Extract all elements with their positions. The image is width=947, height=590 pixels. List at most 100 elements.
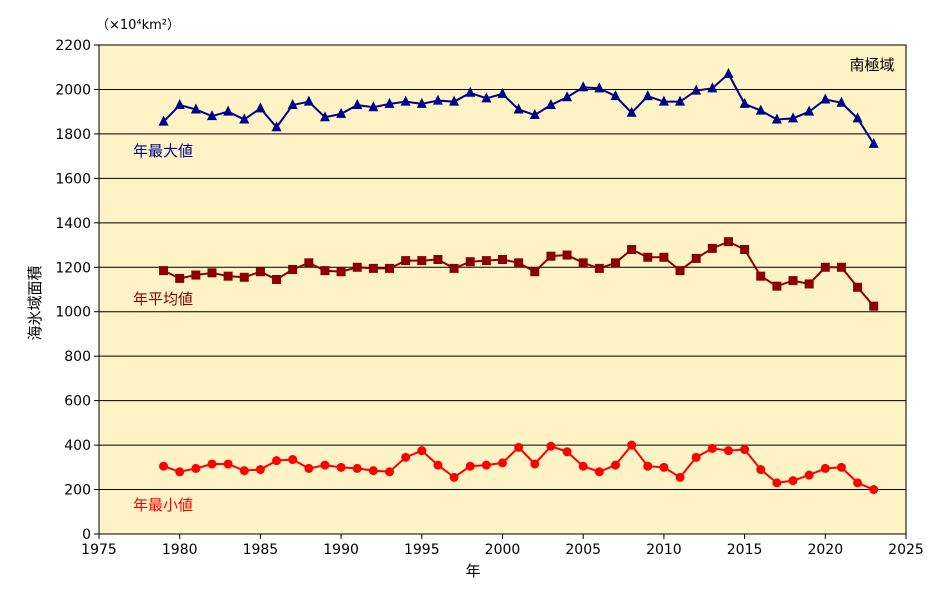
data-point xyxy=(804,470,814,480)
x-axis-title: 年 xyxy=(465,562,480,580)
y-axis-ticks: 0 200 400 600 800 1000 1200 1400 1600 1800 2000 220… xyxy=(55,38,99,543)
data-point xyxy=(239,466,249,476)
data-point xyxy=(498,254,507,264)
data-point xyxy=(498,458,507,468)
data-point xyxy=(529,109,540,120)
data-point xyxy=(368,101,379,112)
data-point xyxy=(562,91,573,102)
y-tick-label: 800 xyxy=(64,349,91,365)
data-point xyxy=(158,115,169,126)
data-point xyxy=(788,112,799,123)
data-point xyxy=(659,252,669,262)
data-point xyxy=(401,256,411,266)
data-point xyxy=(255,102,266,113)
data-point xyxy=(514,258,524,268)
y-tick-label: 200 xyxy=(64,483,91,499)
data-point xyxy=(320,460,330,470)
data-point xyxy=(449,263,459,273)
data-point xyxy=(578,81,589,92)
data-point xyxy=(642,90,653,101)
data-point xyxy=(594,467,604,477)
data-point xyxy=(368,466,378,476)
data-point xyxy=(691,84,702,95)
data-point xyxy=(385,263,395,273)
x-tick-label: 1980 xyxy=(162,542,198,558)
data-point xyxy=(175,273,185,283)
data-point xyxy=(755,104,766,115)
x-tick-label: 1990 xyxy=(323,542,359,558)
plot-background xyxy=(99,45,906,534)
data-point xyxy=(255,267,265,277)
data-point xyxy=(465,86,476,97)
data-point xyxy=(756,465,766,475)
data-point xyxy=(304,463,314,473)
data-point xyxy=(836,462,846,472)
data-point xyxy=(336,107,347,118)
series-label-mean: 年平均値 xyxy=(133,290,193,308)
data-point xyxy=(207,459,217,469)
data-point xyxy=(869,485,879,495)
x-tick-label: 1975 xyxy=(81,542,117,558)
y-tick-label: 1600 xyxy=(55,171,91,187)
series-1 xyxy=(159,237,879,311)
data-point xyxy=(772,281,782,291)
data-point xyxy=(481,256,491,266)
series-0 xyxy=(158,67,879,148)
data-point xyxy=(449,472,459,482)
data-point xyxy=(594,263,604,273)
y-tick-label: 0 xyxy=(82,527,91,543)
y-tick-label: 600 xyxy=(64,394,91,410)
data-point xyxy=(159,266,169,276)
series-2 xyxy=(159,440,879,495)
region-label: 南極域 xyxy=(849,56,894,74)
data-point xyxy=(432,94,443,105)
x-tick-label: 2020 xyxy=(807,542,843,558)
data-point xyxy=(352,463,362,473)
data-point xyxy=(271,121,282,132)
data-point xyxy=(400,95,411,106)
data-point xyxy=(352,99,363,110)
data-point xyxy=(772,478,782,488)
y-axis-title: 海氷域面積 xyxy=(26,265,44,340)
data-point xyxy=(578,258,588,268)
data-point xyxy=(417,446,427,456)
data-point xyxy=(707,243,717,253)
x-tick-label: 2010 xyxy=(646,542,682,558)
data-point xyxy=(562,250,572,260)
y-tick-label: 1800 xyxy=(55,127,91,143)
y-tick-label: 2200 xyxy=(55,38,91,54)
x-tick-label: 2005 xyxy=(565,542,601,558)
data-point xyxy=(853,282,863,292)
data-point xyxy=(401,452,411,462)
data-point xyxy=(853,478,863,488)
y-tick-label: 1000 xyxy=(55,305,91,321)
y-tick-label: 1400 xyxy=(55,216,91,232)
data-point xyxy=(303,95,314,106)
data-point xyxy=(836,96,847,107)
data-point xyxy=(610,90,621,101)
data-point xyxy=(433,254,443,264)
data-point xyxy=(223,105,234,116)
data-point xyxy=(658,95,669,106)
data-point xyxy=(272,274,282,284)
data-point xyxy=(481,92,492,103)
data-point xyxy=(320,266,330,276)
data-point xyxy=(190,103,201,114)
data-point xyxy=(319,111,330,122)
data-point xyxy=(868,137,879,148)
x-tick-label: 1985 xyxy=(243,542,279,558)
data-point xyxy=(465,257,475,267)
series-layer xyxy=(158,67,879,495)
data-point xyxy=(723,67,734,78)
data-point xyxy=(740,445,750,455)
data-point xyxy=(191,463,201,473)
data-point xyxy=(627,244,637,254)
data-point xyxy=(465,461,475,471)
data-point xyxy=(417,256,427,266)
data-point xyxy=(191,270,201,280)
data-point xyxy=(836,262,846,272)
y-tick-label: 1200 xyxy=(55,260,91,276)
data-point xyxy=(239,113,250,124)
data-point xyxy=(255,465,265,475)
data-point xyxy=(239,272,249,282)
